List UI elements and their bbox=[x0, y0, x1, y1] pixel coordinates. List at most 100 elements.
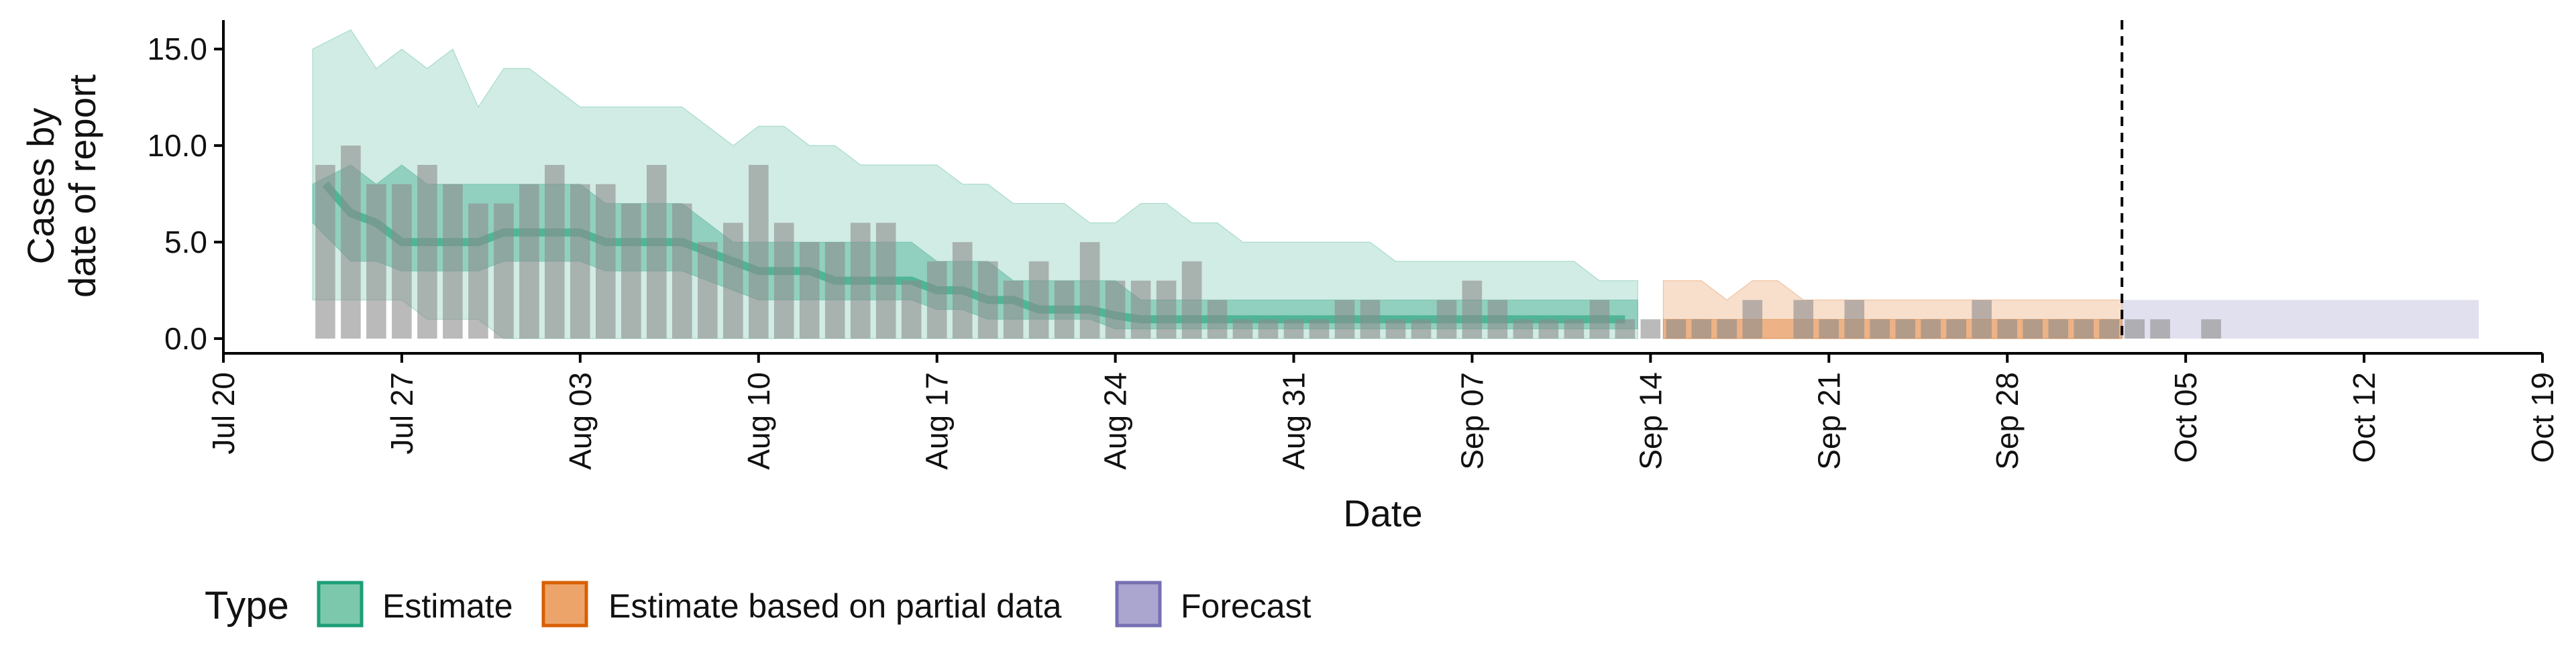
reported-cases-bar bbox=[1972, 300, 1992, 339]
y-tick-label: 0.0 bbox=[164, 321, 207, 356]
reported-cases-bar bbox=[1411, 319, 1432, 339]
reported-cases-bar bbox=[545, 164, 565, 339]
y-tick-label: 15.0 bbox=[147, 32, 207, 66]
reported-cases-bar bbox=[1513, 319, 1534, 339]
reported-cases-bar bbox=[315, 164, 335, 339]
y-axis-title: Cases bydate of report bbox=[19, 74, 103, 298]
x-tick-label: Sep 28 bbox=[1990, 372, 2025, 470]
reported-cases-bar bbox=[1054, 280, 1075, 339]
reported-cases-bar bbox=[1207, 300, 1228, 339]
reported-cases-bar bbox=[468, 203, 488, 339]
x-tick-label: Oct 19 bbox=[2525, 372, 2560, 463]
reported-cases-bar bbox=[1079, 242, 1100, 339]
y-tick-label: 5.0 bbox=[164, 225, 207, 259]
reported-cases-bar bbox=[926, 261, 947, 339]
y-axis-title-line: Cases by bbox=[19, 108, 62, 264]
reported-cases-bar bbox=[1870, 319, 1890, 339]
reported-cases-bar bbox=[1564, 319, 1585, 339]
legend-key bbox=[1115, 581, 1162, 628]
legend-label: Estimate based on partial data bbox=[608, 587, 1062, 625]
reported-cases-bar bbox=[723, 223, 743, 339]
reported-cases-bar bbox=[570, 184, 590, 339]
reported-cases-bar bbox=[1028, 261, 1049, 339]
legend-label: Forecast bbox=[1181, 587, 1311, 625]
x-tick-label: Jul 20 bbox=[206, 372, 241, 455]
x-axis-title: Date bbox=[1343, 492, 1422, 534]
y-tick-label: 10.0 bbox=[147, 128, 207, 163]
reported-cases-bar bbox=[2125, 319, 2145, 339]
x-tick-label: Aug 24 bbox=[1098, 372, 1133, 470]
axes: 0.0 5.0 10.0 15.0 Jul 20 Jul 27 Aug 03 Aug 10 Au… bbox=[19, 20, 2560, 534]
reported-cases-bar bbox=[977, 261, 998, 339]
legend-key bbox=[317, 581, 364, 628]
legend-key bbox=[541, 581, 588, 628]
x-tick-label: Oct 05 bbox=[2168, 372, 2203, 463]
reported-cases-bar bbox=[875, 223, 896, 339]
reported-cases-bar bbox=[1793, 300, 1814, 339]
reported-cases-bar bbox=[2023, 319, 2043, 339]
reported-cases-bar bbox=[799, 242, 820, 339]
plot-area bbox=[312, 20, 2479, 339]
reported-cases-bar bbox=[1334, 300, 1355, 339]
reported-cases-bar bbox=[1819, 319, 1839, 339]
reported-cases-bar bbox=[1283, 319, 1304, 339]
reported-cases-bar bbox=[1844, 300, 1865, 339]
reported-cases-bar bbox=[1258, 319, 1279, 339]
reported-cases-bar bbox=[1717, 319, 1737, 339]
reported-cases-bar bbox=[621, 203, 641, 339]
reported-cases-bar bbox=[850, 223, 871, 339]
reported-cases-bar bbox=[1487, 300, 1508, 339]
reported-cases-bar bbox=[1691, 319, 1712, 339]
reported-cases-bar bbox=[2201, 319, 2221, 339]
legend: Type Estimate Estimate based on partial da… bbox=[205, 581, 1311, 628]
reported-cases-bar bbox=[494, 203, 514, 339]
reported-cases-bar bbox=[519, 184, 539, 339]
reported-cases-bar bbox=[1436, 300, 1457, 339]
x-tick-label: Oct 12 bbox=[2347, 372, 2381, 463]
reported-cases-bar bbox=[2150, 319, 2170, 339]
reported-cases-bar bbox=[1156, 280, 1177, 339]
forecast-ci90-band bbox=[2122, 300, 2479, 339]
reported-cases-bar bbox=[1997, 319, 2017, 339]
y-axis-title-line: date of report bbox=[61, 74, 103, 298]
legend-label: Estimate bbox=[382, 587, 513, 625]
x-tick-label: Sep 07 bbox=[1454, 372, 1489, 470]
reported-cases-bar bbox=[2099, 319, 2119, 339]
reported-cases-bar bbox=[1946, 319, 1966, 339]
reported-cases-bar bbox=[1895, 319, 1916, 339]
x-tick-label: Aug 03 bbox=[563, 372, 598, 470]
reported-cases-bar bbox=[647, 164, 667, 339]
reported-cases-bar bbox=[1385, 319, 1406, 339]
reported-cases-bar bbox=[2074, 319, 2094, 339]
reported-cases-bar bbox=[698, 242, 718, 339]
x-tick-label: Jul 27 bbox=[384, 372, 419, 455]
reported-cases-bar bbox=[1462, 280, 1483, 339]
reported-cases-bar bbox=[749, 164, 769, 339]
reported-cases-bar bbox=[1640, 319, 1661, 339]
reported-cases-bar bbox=[1615, 319, 1635, 339]
legend-title: Type bbox=[205, 584, 289, 628]
reported-cases-bar bbox=[417, 164, 437, 339]
x-tick-label: Aug 10 bbox=[741, 372, 776, 470]
reported-cases-bar bbox=[1309, 319, 1330, 339]
reported-cases-bar bbox=[1360, 300, 1381, 339]
reported-cases-bar bbox=[901, 280, 922, 339]
reported-cases-bar bbox=[341, 145, 361, 339]
reported-cases-bar bbox=[1921, 319, 1941, 339]
reported-cases-bar bbox=[672, 203, 692, 339]
reported-cases-bar bbox=[392, 184, 412, 339]
reported-cases-bar bbox=[1666, 319, 1686, 339]
reported-cases-bar bbox=[1742, 300, 1763, 339]
x-tick-label: Aug 31 bbox=[1277, 372, 1311, 470]
reported-cases-bar bbox=[596, 184, 616, 339]
reported-cases-bar bbox=[1130, 280, 1151, 339]
reported-cases-bar bbox=[1181, 261, 1202, 339]
reported-cases-bar bbox=[366, 184, 386, 339]
reported-cases-bar bbox=[773, 223, 794, 339]
estimate-median-line bbox=[322, 181, 1625, 324]
reported-cases-bar bbox=[1003, 280, 1024, 339]
reported-cases-bar bbox=[952, 242, 973, 339]
x-tick-label: Aug 17 bbox=[920, 372, 955, 470]
